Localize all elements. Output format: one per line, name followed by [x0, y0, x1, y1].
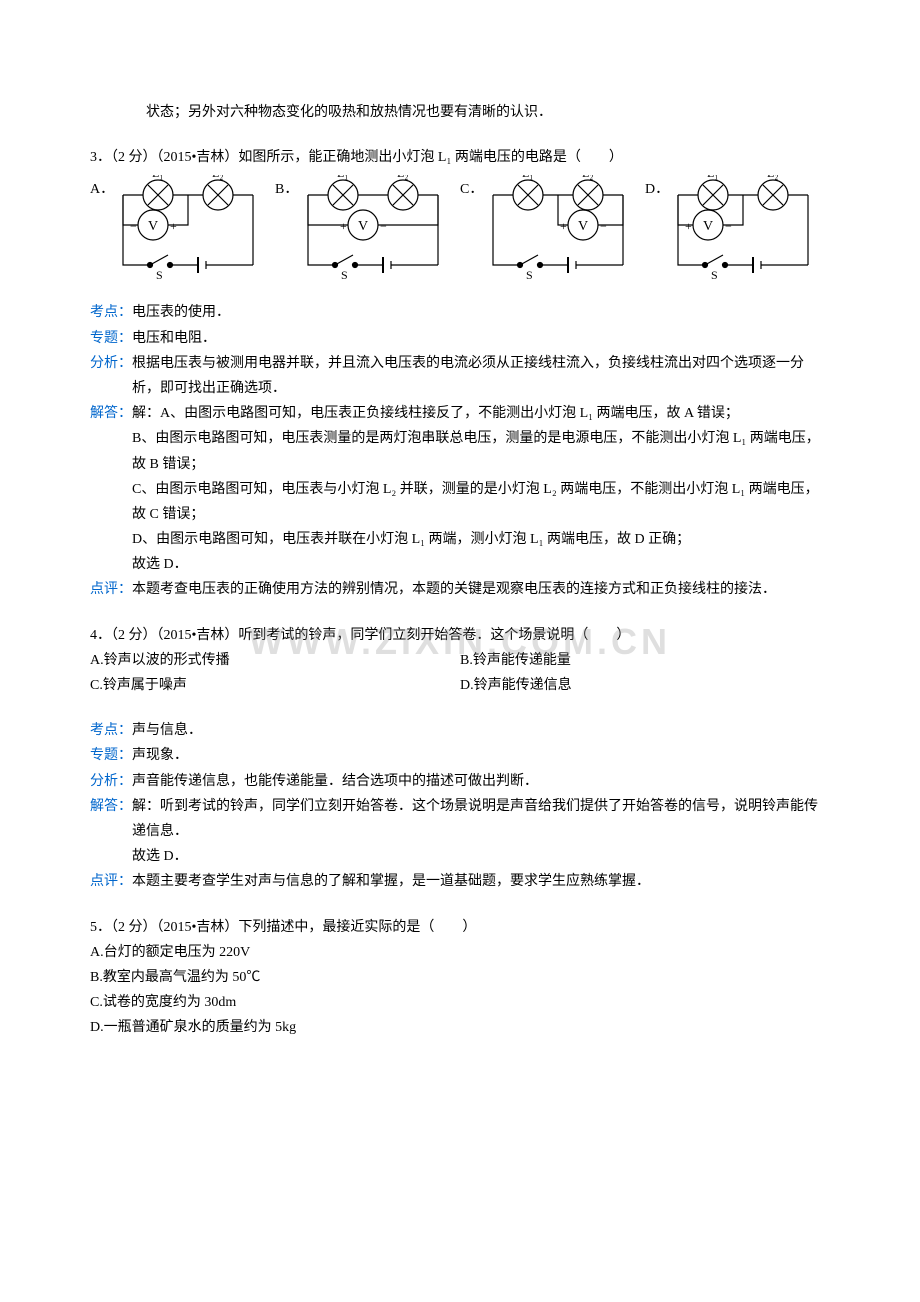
q4-zhuanti: 声现象．	[132, 743, 830, 768]
q4-kaodian-label: 考点：	[90, 718, 132, 743]
svg-text:L₁: L₁	[152, 175, 164, 180]
svg-text:V: V	[148, 219, 158, 234]
svg-text:−: −	[725, 219, 732, 233]
svg-text:−: −	[380, 219, 387, 233]
svg-text:+: +	[685, 219, 692, 233]
q5-opt-b: B.教室内最高气温约为 50℃	[90, 965, 830, 990]
q4-fenxi: 声音能传递信息，也能传递能量．结合选项中的描述可做出判断．	[132, 769, 830, 794]
svg-text:−: −	[600, 219, 607, 233]
q3-circuit-b: L₁ L₂ V + −	[293, 175, 460, 285]
q3-jieda-d: D、由图示电路图可知，电压表并联在小灯泡 L₁ 两端，测小灯泡 L₁ 两端电压，…	[90, 527, 830, 552]
svg-text:L₁: L₁	[337, 175, 349, 180]
svg-text:L₁: L₁	[522, 175, 534, 180]
q3-circuit-d: L₁ L₂ V + −	[663, 175, 830, 285]
svg-text:S: S	[711, 268, 718, 282]
q4-opt-a: A.铃声以波的形式传播	[90, 648, 460, 673]
q3-opt-c-label: C．	[460, 175, 478, 202]
q4-zhuanti-label: 专题：	[90, 743, 132, 768]
q3-jieda-end: 故选 D．	[90, 552, 830, 577]
svg-text:L₂: L₂	[767, 175, 779, 180]
q3-circuit-options: A． L₁ L₂	[90, 175, 830, 285]
svg-text:+: +	[560, 219, 567, 233]
svg-text:S: S	[156, 268, 163, 282]
q4-jieda-end: 故选 D．	[90, 844, 830, 869]
svg-text:V: V	[703, 219, 713, 234]
q5-opt-c: C.试卷的宽度约为 30dm	[90, 990, 830, 1015]
q3-opt-d-label: D．	[645, 175, 663, 202]
q4-fenxi-label: 分析：	[90, 769, 132, 794]
q4-opt-d: D.铃声能传递信息	[460, 673, 830, 698]
q3-jieda-b: B、由图示电路图可知，电压表测量的是两灯泡串联总电压，测量的是电源电压，不能测出…	[90, 426, 830, 476]
q5-header: 5．（2 分）（2015•吉林）下列描述中，最接近实际的是（ ）	[90, 915, 830, 940]
q3-opt-a-label: A．	[90, 175, 108, 202]
q4-opt-c: C.铃声属于噪声	[90, 673, 460, 698]
q4-opt-b: B.铃声能传递能量	[460, 648, 830, 673]
svg-text:L₂: L₂	[397, 175, 409, 180]
svg-text:L₂: L₂	[582, 175, 594, 180]
q3-header: 3．（2 分）（2015•吉林）如图所示，能正确地测出小灯泡 L₁ 两端电压的电…	[90, 145, 830, 170]
q4-dianping: 本题主要考查学生对声与信息的了解和掌握，是一道基础题，要求学生应熟练掌握．	[132, 869, 830, 894]
q3-dianping-label: 点评：	[90, 577, 132, 602]
q3-zhuanti-label: 专题：	[90, 326, 132, 351]
svg-text:S: S	[341, 268, 348, 282]
q3-kaodian-label: 考点：	[90, 300, 132, 325]
q4-dianping-label: 点评：	[90, 869, 132, 894]
q4-kaodian: 声与信息．	[132, 718, 830, 743]
svg-text:V: V	[578, 219, 588, 234]
svg-text:−: −	[130, 219, 137, 233]
q3-zhuanti: 电压和电阻．	[132, 326, 830, 351]
svg-text:V: V	[358, 219, 368, 234]
q5-opt-a: A.台灯的额定电压为 220V	[90, 940, 830, 965]
q4-jieda: 解：听到考试的铃声，同学们立刻开始答卷．这个场景说明是声音给我们提供了开始答卷的…	[132, 794, 830, 844]
q3-jieda-c: C、由图示电路图可知，电压表与小灯泡 L₂ 并联，测量的是小灯泡 L₂ 两端电压…	[90, 477, 830, 527]
q3-fenxi: 根据电压表与被测用电器并联，并且流入电压表的电流必须从正接线柱流入，负接线柱流出…	[132, 351, 830, 401]
q3-circuit-a: L₁ L₂ V − +	[108, 175, 275, 285]
q3-jieda-a: 解：A、由图示电路图可知，电压表正负接线柱接反了，不能测出小灯泡 L₁ 两端电压…	[132, 401, 830, 426]
q4-header: 4．（2 分）（2015•吉林）听到考试的铃声，同学们立刻开始答卷．这个场景说明…	[90, 623, 830, 648]
prev-continuation: 状态；另外对六种物态变化的吸热和放热情况也要有清晰的认识．	[90, 100, 830, 125]
q3-circuit-c: L₁ L₂ V + −	[478, 175, 645, 285]
svg-text:L₁: L₁	[707, 175, 719, 180]
q3-kaodian: 电压表的使用．	[132, 300, 830, 325]
q5-opt-d: D.一瓶普通矿泉水的质量约为 5kg	[90, 1015, 830, 1040]
svg-text:L₂: L₂	[212, 175, 224, 180]
q3-dianping: 本题考查电压表的正确使用方法的辨别情况，本题的关键是观察电压表的连接方式和正负接…	[132, 577, 830, 602]
q3-opt-b-label: B．	[275, 175, 293, 202]
q3-fenxi-label: 分析：	[90, 351, 132, 376]
svg-text:+: +	[170, 219, 177, 233]
svg-text:+: +	[340, 219, 347, 233]
q3-jieda-label: 解答：	[90, 401, 132, 426]
svg-text:S: S	[526, 268, 533, 282]
q4-jieda-label: 解答：	[90, 794, 132, 819]
